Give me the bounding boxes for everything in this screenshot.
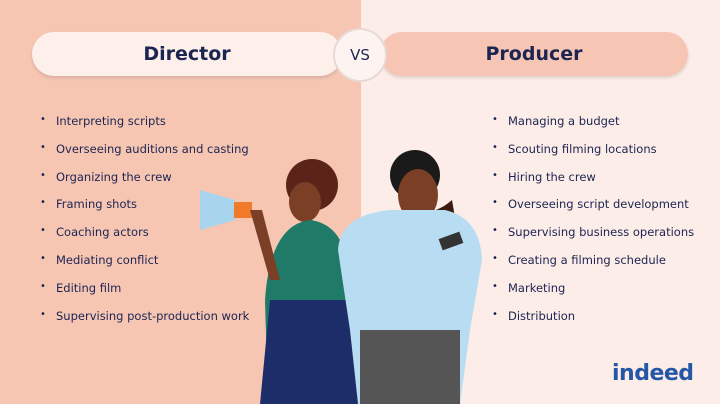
- director-list: Interpreting scripts Overseeing audition…: [40, 114, 249, 336]
- list-item: Overseeing auditions and casting: [40, 142, 249, 170]
- list-item: Managing a budget: [492, 114, 694, 142]
- list-item: Supervising business operations: [492, 225, 694, 253]
- phone-icon: [438, 231, 464, 251]
- list-item: Scouting filming locations: [492, 142, 694, 170]
- list-item: Overseeing script development: [492, 197, 694, 225]
- director-title: Director: [32, 32, 342, 76]
- list-item: Hiring the crew: [492, 170, 694, 198]
- people-illustration: [200, 150, 482, 404]
- vs-badge: VS: [333, 28, 387, 82]
- megaphone-icon: [200, 190, 235, 230]
- list-item: Supervising post-production work: [40, 309, 249, 337]
- list-item: Organizing the crew: [40, 170, 249, 198]
- producer-list: Managing a budget Scouting filming locat…: [492, 114, 694, 336]
- list-item: Interpreting scripts: [40, 114, 249, 142]
- director-figure: [200, 159, 360, 404]
- list-item: Creating a filming schedule: [492, 253, 694, 281]
- indeed-logo: indeed: [612, 361, 694, 386]
- list-item: Mediating conflict: [40, 253, 249, 281]
- list-item: Framing shots: [40, 197, 249, 225]
- list-item: Editing film: [40, 281, 249, 309]
- list-item: Distribution: [492, 309, 694, 337]
- list-item: Coaching actors: [40, 225, 249, 253]
- producer-figure: [338, 150, 482, 404]
- producer-title: Producer: [380, 32, 688, 76]
- list-item: Marketing: [492, 281, 694, 309]
